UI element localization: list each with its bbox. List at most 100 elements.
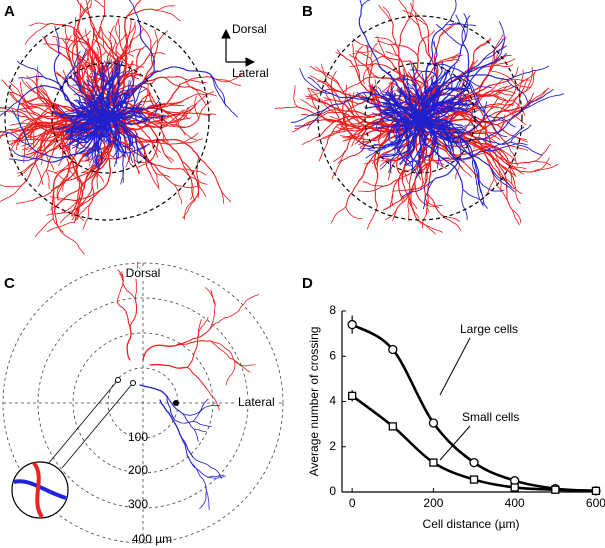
dendrite bbox=[380, 111, 387, 115]
dendrite bbox=[153, 123, 164, 135]
dendrite bbox=[317, 121, 334, 138]
dendrite bbox=[330, 81, 334, 94]
dendrite bbox=[457, 75, 487, 116]
dendrite bbox=[103, 137, 106, 143]
dendrite bbox=[380, 160, 389, 167]
dendrite bbox=[513, 181, 521, 205]
dendrite bbox=[414, 12, 421, 33]
dendrite bbox=[309, 65, 341, 88]
dendrite bbox=[148, 40, 157, 57]
dendrite bbox=[429, 132, 432, 137]
dendrite bbox=[450, 75, 453, 92]
dendrite bbox=[438, 111, 470, 122]
marker bbox=[510, 483, 519, 492]
dendrite bbox=[74, 120, 80, 128]
dendrite bbox=[410, 162, 430, 191]
dendrite bbox=[115, 125, 121, 131]
dendrite bbox=[466, 115, 474, 125]
dendrite bbox=[68, 140, 79, 144]
dendrite bbox=[106, 88, 109, 97]
dendrite bbox=[85, 151, 91, 158]
dendrite bbox=[396, 149, 404, 165]
dendrite bbox=[129, 116, 137, 120]
dendrite bbox=[383, 143, 396, 147]
dendrite bbox=[443, 96, 453, 102]
compass-label: Lateral bbox=[232, 66, 269, 80]
dendrite bbox=[87, 37, 92, 56]
dendrite bbox=[452, 142, 461, 146]
dendrite bbox=[335, 112, 352, 136]
dendrite bbox=[70, 126, 76, 131]
dendrite bbox=[137, 159, 152, 168]
dendrite bbox=[143, 150, 152, 175]
dendrite bbox=[418, 90, 431, 102]
dendrite bbox=[397, 48, 404, 83]
dendrite bbox=[348, 121, 370, 126]
dendrite bbox=[91, 153, 95, 164]
dendrite bbox=[0, 185, 22, 203]
dendrite bbox=[378, 126, 385, 128]
chart: 0 2 4 6 8 0 200 400 600 Cell distance (µm) Average… bbox=[307, 303, 605, 531]
dendrite bbox=[91, 146, 96, 154]
dendrite bbox=[107, 113, 115, 121]
dendrite bbox=[139, 111, 173, 126]
dendrite bbox=[490, 167, 515, 193]
dendrite bbox=[83, 179, 93, 203]
dendrite bbox=[437, 59, 452, 64]
dendrite bbox=[116, 139, 120, 157]
dendrite bbox=[134, 135, 139, 151]
dendrite bbox=[466, 77, 493, 89]
dendrite bbox=[153, 98, 161, 108]
dendrite bbox=[149, 363, 189, 369]
dendrite bbox=[129, 152, 134, 164]
dendrite bbox=[0, 131, 30, 146]
dendrite bbox=[122, 38, 133, 55]
dendrite bbox=[89, 105, 96, 108]
dendrite bbox=[10, 134, 27, 147]
compass-label: Dorsal bbox=[232, 22, 267, 36]
dendrite bbox=[79, 151, 88, 155]
dendrite bbox=[72, 143, 80, 146]
dendrite bbox=[442, 84, 473, 105]
dendrite bbox=[71, 127, 82, 133]
dendrite bbox=[420, 89, 423, 94]
dendrite bbox=[200, 398, 209, 411]
dendrite bbox=[370, 42, 378, 59]
dendrite bbox=[35, 74, 39, 97]
dendrite bbox=[67, 48, 92, 68]
dendrite bbox=[513, 135, 528, 141]
dendrite bbox=[78, 94, 82, 103]
dendrite bbox=[94, 157, 99, 170]
dendrite bbox=[451, 82, 459, 92]
dendrite bbox=[417, 161, 423, 173]
dendrite bbox=[112, 85, 116, 91]
dendrite bbox=[382, 6, 394, 25]
dendrite bbox=[99, 66, 103, 79]
dendrite bbox=[371, 93, 421, 119]
dendrite bbox=[507, 161, 516, 175]
dendrite bbox=[32, 129, 35, 148]
dendrite bbox=[395, 44, 419, 57]
dendrite bbox=[383, 143, 396, 150]
dendrite bbox=[137, 21, 152, 41]
dendrite bbox=[207, 474, 225, 478]
dendrite bbox=[375, 118, 382, 130]
y-tick-label: 8 bbox=[329, 303, 336, 317]
dendrite bbox=[199, 486, 207, 509]
dendrite bbox=[87, 102, 91, 107]
dendrite bbox=[79, 137, 88, 140]
dendrite bbox=[8, 91, 26, 110]
dendrite bbox=[153, 125, 168, 128]
dendrite bbox=[33, 118, 44, 124]
dendrite bbox=[65, 46, 72, 62]
dendrite bbox=[87, 127, 100, 131]
dendrite bbox=[66, 153, 77, 177]
dendrite bbox=[193, 428, 199, 442]
dendrite bbox=[293, 85, 298, 108]
dendrite bbox=[65, 136, 73, 141]
dendrite bbox=[186, 366, 207, 389]
y-tick-label: 2 bbox=[329, 439, 336, 453]
dendrite bbox=[317, 109, 340, 116]
dendrite bbox=[390, 114, 396, 117]
dendrite bbox=[35, 138, 56, 142]
